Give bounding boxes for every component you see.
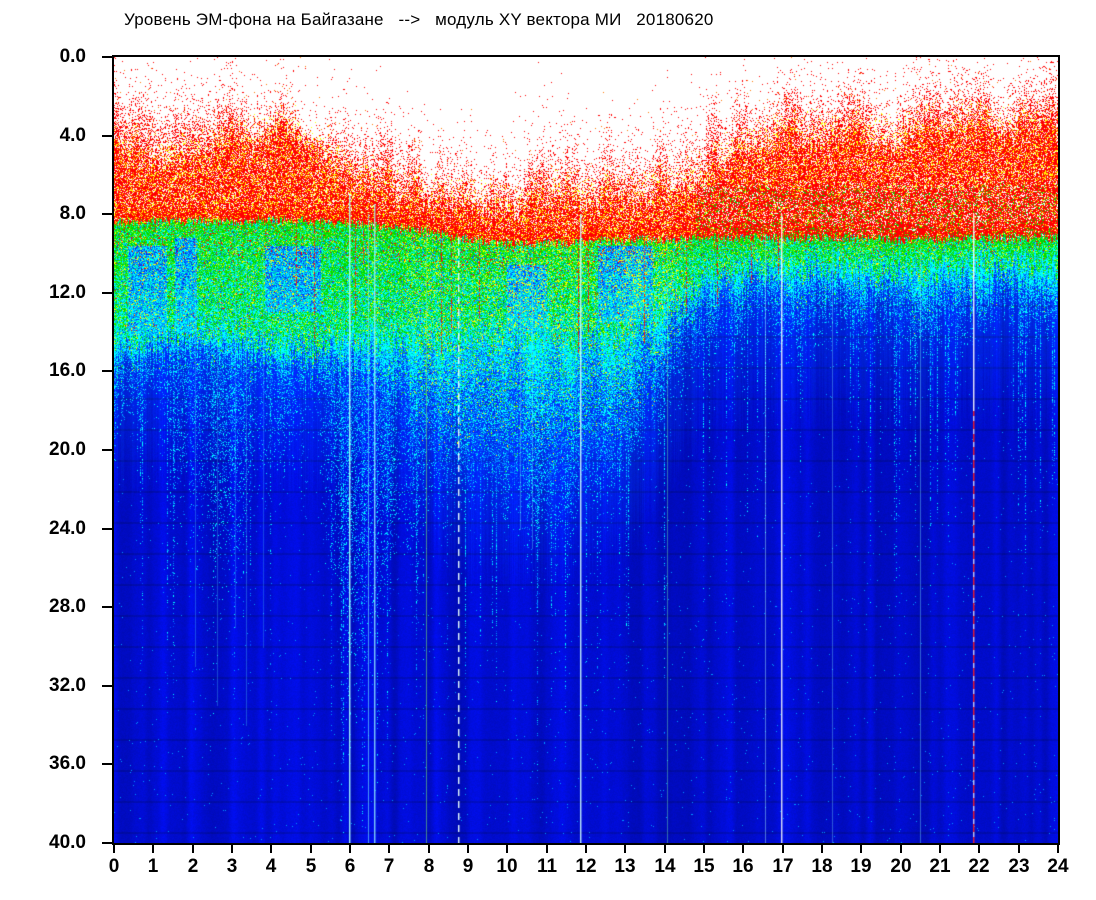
heatmap-canvas bbox=[114, 57, 1058, 843]
x-tick-label: 21 bbox=[929, 856, 951, 877]
x-tick-label: 6 bbox=[344, 856, 356, 877]
x-tick-label: 0 bbox=[108, 856, 120, 877]
x-tick-label: 11 bbox=[536, 856, 558, 877]
x-tick-label: 18 bbox=[811, 856, 833, 877]
x-tick-mark bbox=[428, 845, 430, 853]
x-tick-mark bbox=[349, 845, 351, 853]
y-tick-mark bbox=[102, 449, 113, 451]
y-tick-mark bbox=[102, 606, 113, 608]
y-tick-label: 40.0 bbox=[49, 832, 86, 853]
y-tick-label: 24.0 bbox=[49, 518, 86, 539]
x-tick-mark bbox=[900, 845, 902, 853]
x-tick-mark bbox=[113, 845, 115, 853]
x-tick-mark bbox=[231, 845, 233, 853]
x-tick-label: 13 bbox=[614, 856, 636, 877]
x-tick-label: 24 bbox=[1047, 856, 1069, 877]
x-tick-label: 20 bbox=[890, 856, 912, 877]
x-tick-label: 17 bbox=[772, 856, 794, 877]
y-tick-label: 4.0 bbox=[59, 125, 86, 146]
y-tick-mark bbox=[102, 370, 113, 372]
y-tick-label: 28.0 bbox=[49, 596, 86, 617]
x-tick-mark bbox=[624, 845, 626, 853]
plot-frame bbox=[112, 55, 1060, 845]
x-tick-mark bbox=[664, 845, 666, 853]
x-tick-label: 7 bbox=[383, 856, 395, 877]
x-tick-label: 19 bbox=[850, 856, 872, 877]
y-tick-mark bbox=[102, 135, 113, 137]
y-tick-mark bbox=[102, 842, 113, 844]
chart-title: Уровень ЭМ-фона на Байгазане --> модуль … bbox=[124, 10, 714, 29]
x-tick-mark bbox=[742, 845, 744, 853]
x-tick-mark bbox=[703, 845, 705, 853]
x-tick-mark bbox=[939, 845, 941, 853]
x-tick-label: 10 bbox=[496, 856, 518, 877]
y-tick-label: 32.0 bbox=[49, 675, 86, 696]
x-tick-mark bbox=[546, 845, 548, 853]
y-tick-mark bbox=[102, 213, 113, 215]
x-tick-mark bbox=[585, 845, 587, 853]
y-tick-mark bbox=[102, 56, 113, 58]
x-tick-mark bbox=[152, 845, 154, 853]
x-tick-mark bbox=[270, 845, 272, 853]
x-tick-label: 2 bbox=[187, 856, 199, 877]
x-tick-mark bbox=[506, 845, 508, 853]
y-tick-label: 20.0 bbox=[49, 439, 86, 460]
x-tick-label: 3 bbox=[226, 856, 238, 877]
x-tick-label: 14 bbox=[654, 856, 676, 877]
x-tick-mark bbox=[978, 845, 980, 853]
x-tick-mark bbox=[821, 845, 823, 853]
x-tick-mark bbox=[1057, 845, 1059, 853]
y-tick-mark bbox=[102, 292, 113, 294]
x-tick-label: 9 bbox=[462, 856, 474, 877]
x-tick-label: 4 bbox=[265, 856, 277, 877]
x-tick-mark bbox=[467, 845, 469, 853]
y-tick-label: 12.0 bbox=[49, 282, 86, 303]
x-tick-mark bbox=[860, 845, 862, 853]
x-tick-label: 12 bbox=[575, 856, 597, 877]
x-tick-mark bbox=[388, 845, 390, 853]
y-tick-label: 0.0 bbox=[59, 46, 86, 67]
x-tick-mark bbox=[1018, 845, 1020, 853]
x-tick-label: 5 bbox=[305, 856, 317, 877]
y-tick-label: 8.0 bbox=[59, 203, 86, 224]
x-tick-label: 22 bbox=[968, 856, 990, 877]
x-tick-mark bbox=[310, 845, 312, 853]
x-tick-label: 15 bbox=[693, 856, 715, 877]
x-tick-mark bbox=[192, 845, 194, 853]
x-tick-label: 1 bbox=[147, 856, 159, 877]
x-tick-mark bbox=[782, 845, 784, 853]
y-tick-mark bbox=[102, 763, 113, 765]
y-tick-mark bbox=[102, 685, 113, 687]
y-tick-label: 36.0 bbox=[49, 753, 86, 774]
x-tick-label: 8 bbox=[423, 856, 435, 877]
y-tick-label: 16.0 bbox=[49, 360, 86, 381]
x-tick-label: 23 bbox=[1008, 856, 1030, 877]
y-tick-mark bbox=[102, 528, 113, 530]
x-tick-label: 16 bbox=[732, 856, 754, 877]
